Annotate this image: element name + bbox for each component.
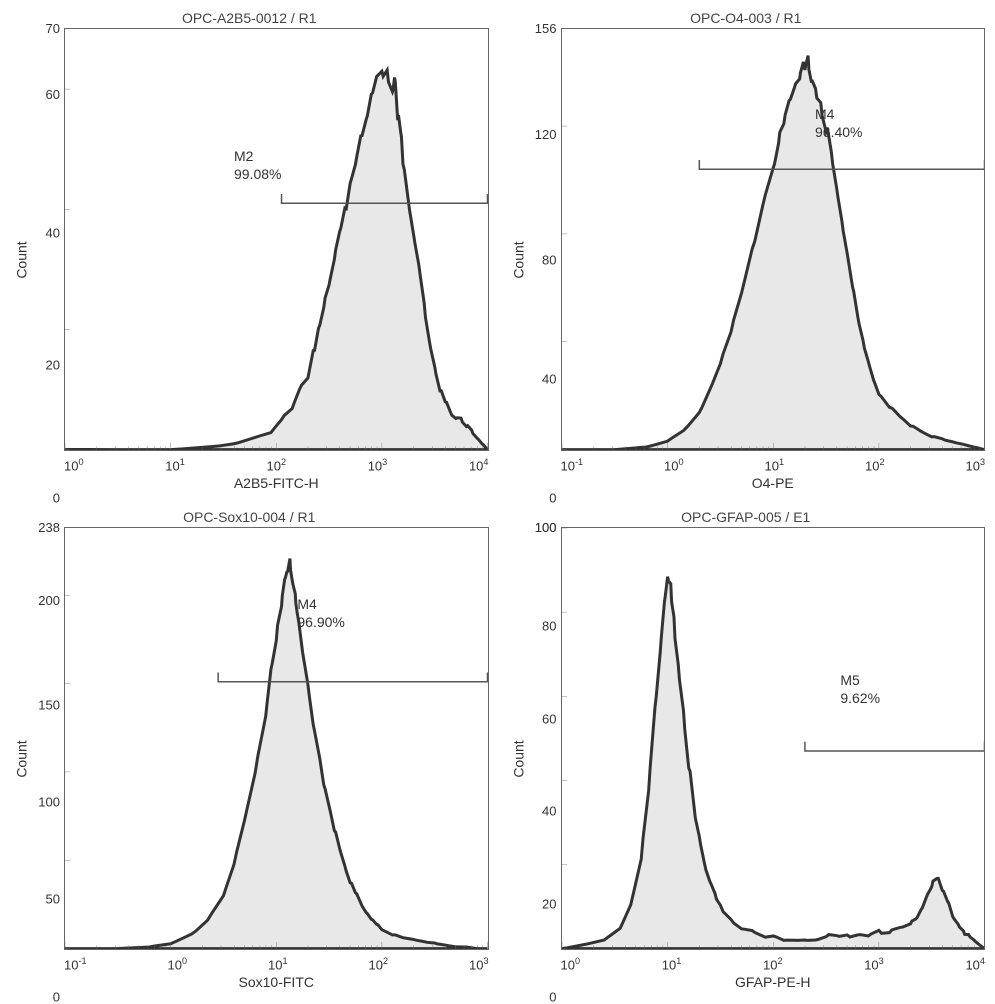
y-tick: 100 (38, 795, 60, 808)
histogram-svg (562, 528, 985, 949)
panel-title: OPC-Sox10-004 / R1 (10, 509, 489, 525)
plot-area: M496.40% (561, 28, 986, 451)
x-tick: 101 (662, 956, 682, 972)
y-tick: 0 (549, 491, 556, 504)
gate-label: M496.40% (815, 105, 862, 141)
panel-a2b5: OPC-A2B5-0012 / R1 Count 700204060 M299.… (10, 10, 489, 491)
x-tick: 100 (64, 457, 84, 473)
x-tick: 103 (368, 457, 388, 473)
gate-label: M299.08% (234, 147, 281, 183)
x-tick: 102 (763, 956, 783, 972)
y-tick-top: 70 (46, 22, 60, 35)
histogram-path (65, 559, 488, 949)
y-tick: 40 (542, 372, 556, 385)
plot-wrap: Count 15604080120 M496.40% 10-1100101102… (507, 28, 986, 491)
x-tick: 103 (965, 457, 985, 473)
y-tick: 0 (53, 491, 60, 504)
y-axis-label: Count (511, 740, 527, 777)
y-axis-label: Count (511, 241, 527, 278)
y-axis-ticks: 238050100150200 (34, 527, 64, 990)
y-axis-ticks: 15604080120 (531, 28, 561, 491)
panel-title: OPC-GFAP-005 / E1 (507, 509, 986, 525)
plot-wrap: Count 100020406080100 M59.62% 1001011021… (507, 527, 986, 990)
tick-marks (562, 528, 985, 949)
y-tick: 80 (542, 254, 556, 267)
x-tick: 10-1 (64, 956, 87, 972)
plot-area: M59.62% (561, 527, 986, 950)
gate-marker (699, 160, 984, 169)
plot-area: M299.08% (64, 28, 489, 451)
y-tick: 60 (542, 712, 556, 725)
y-tick: 150 (38, 698, 60, 711)
x-tick: 103 (469, 956, 489, 972)
histogram-path (562, 577, 985, 949)
gate-label: M496.90% (297, 595, 344, 631)
y-tick: 20 (542, 897, 556, 910)
y-axis-ticks: 700204060 (34, 28, 64, 491)
plot-wrap: Count 700204060 M299.08% 100101102103104… (10, 28, 489, 491)
x-axis-label: O4-PE (561, 475, 986, 491)
y-tick: 0 (549, 990, 556, 1003)
panel-title: OPC-A2B5-0012 / R1 (10, 10, 489, 26)
panel-sox10: OPC-Sox10-004 / R1 Count 238050100150200… (10, 509, 489, 990)
x-tick: 100 (168, 956, 188, 972)
x-axis-ticks: 100 101 102 103 104 (64, 455, 489, 473)
x-tick: 100 (664, 457, 684, 473)
gate-marker (804, 742, 984, 751)
x-tick: 100 (561, 956, 581, 972)
histogram-svg (562, 29, 985, 450)
y-tick: 80 (542, 620, 556, 633)
chart-grid: OPC-A2B5-0012 / R1 Count 70 0 20 40 60 M299.… (10, 10, 985, 990)
x-tick: 104 (965, 956, 985, 972)
histogram-path (562, 56, 985, 450)
x-tick: 101 (765, 457, 785, 473)
y-tick: 100 (535, 521, 557, 534)
y-axis-label: Count (14, 740, 30, 777)
x-tick: 102 (266, 457, 286, 473)
panel-title: OPC-O4-003 / R1 (507, 10, 986, 26)
x-axis-ticks: 100 101 102 103 104 (561, 954, 986, 972)
x-tick: 102 (368, 956, 388, 972)
x-tick: 104 (469, 457, 489, 473)
x-axis-ticks: 10-1 100 101 102 103 (561, 455, 986, 473)
histogram-svg (65, 29, 488, 450)
plot-wrap: Count 238050100150200 M496.90% 10-110010… (10, 527, 489, 990)
x-tick: 101 (165, 457, 185, 473)
gate-label: M59.62% (840, 671, 880, 707)
y-tick-top: 156 (535, 22, 557, 35)
x-tick: 10-1 (561, 457, 584, 473)
x-tick: 102 (865, 457, 885, 473)
y-tick: 0 (53, 990, 60, 1003)
x-axis-label: Sox10-FITC (64, 974, 489, 990)
y-tick: 20 (46, 359, 60, 372)
x-axis-ticks: 10-1 100 101 102 103 (64, 954, 489, 972)
y-tick: 40 (542, 805, 556, 818)
y-axis-ticks: 100020406080100 (531, 527, 561, 990)
y-tick: 40 (46, 226, 60, 239)
y-tick: 50 (46, 893, 60, 906)
y-axis-label: Count (14, 241, 30, 278)
gate-marker (218, 673, 487, 682)
y-tick: 200 (38, 594, 60, 607)
x-tick: 103 (864, 956, 884, 972)
x-tick: 101 (268, 956, 288, 972)
y-tick: 120 (535, 128, 557, 141)
panel-o4: OPC-O4-003 / R1 Count 15604080120 M496.4… (507, 10, 986, 491)
y-tick: 60 (46, 88, 60, 101)
x-axis-label: A2B5-FITC-H (64, 475, 489, 491)
y-tick-top: 238 (38, 521, 60, 534)
plot-area: M496.90% (64, 527, 489, 950)
x-axis-label: GFAP-PE-H (561, 974, 986, 990)
histogram-path (65, 70, 488, 450)
panel-gfap: OPC-GFAP-005 / E1 Count 100020406080100 … (507, 509, 986, 990)
histogram-svg (65, 528, 488, 949)
